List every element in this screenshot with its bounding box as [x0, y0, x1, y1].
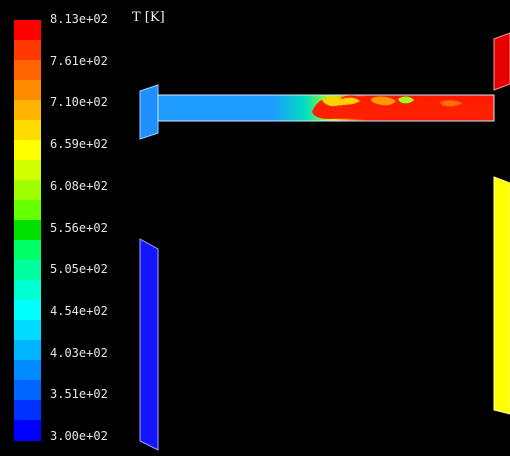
colorbar-segment [14, 240, 41, 261]
colorbar-tick-label: 8.13e+02 [50, 12, 108, 26]
colorbar-segment [14, 380, 41, 401]
colorbar-segment [14, 340, 41, 361]
colorbar-segment [14, 280, 41, 301]
contour-variable-title: T [K] [132, 10, 165, 25]
colorbar-segment [14, 420, 41, 441]
warm-edge-patch [440, 100, 462, 107]
colorbar-segment [14, 140, 41, 161]
colorbar-segment [14, 160, 41, 181]
colorbar-segment [14, 80, 41, 101]
colorbar-segment [14, 400, 41, 421]
colorbar-segment [14, 260, 41, 281]
warm-edge-patch [371, 96, 396, 106]
colorbar-segment [14, 100, 41, 121]
colorbar-tick-label: 7.61e+02 [50, 53, 108, 68]
colorbar-segment [14, 180, 41, 201]
left-wall-panel [139, 238, 159, 451]
colorbar-segment [14, 60, 41, 81]
colorbar-segment [14, 120, 41, 141]
colorbar-segment [14, 300, 41, 321]
temperature-colorbar [14, 20, 41, 441]
colorbar-segment [14, 40, 41, 61]
right-wall-panel [493, 176, 510, 415]
colorbar-segment [14, 200, 41, 221]
colorbar-tick-label: 3.00e+02 [50, 429, 108, 443]
colorbar-tick-label: 3.51e+02 [50, 387, 108, 402]
colorbar-tick-label: 5.05e+02 [50, 262, 108, 277]
left-inlet-panel [139, 84, 159, 140]
warm-edge-patch [322, 96, 360, 107]
colorbar-tick-label: 4.54e+02 [50, 303, 108, 318]
colorbar-segment [14, 360, 41, 381]
cool-edge-patch [398, 96, 414, 104]
colorbar-segment [14, 320, 41, 341]
colorbar-tick-label: 6.59e+02 [50, 137, 108, 152]
colorbar-tick-label: 6.08e+02 [50, 178, 108, 193]
colorbar-tick-label: 5.56e+02 [50, 220, 108, 235]
colorbar-tick-label: 7.10e+02 [50, 95, 108, 110]
colorbar-segment [14, 220, 41, 241]
colorbar-segment [14, 20, 41, 41]
right-top-outlet-panel [493, 32, 510, 91]
colorbar-tick-label: 4.03e+02 [50, 345, 108, 360]
